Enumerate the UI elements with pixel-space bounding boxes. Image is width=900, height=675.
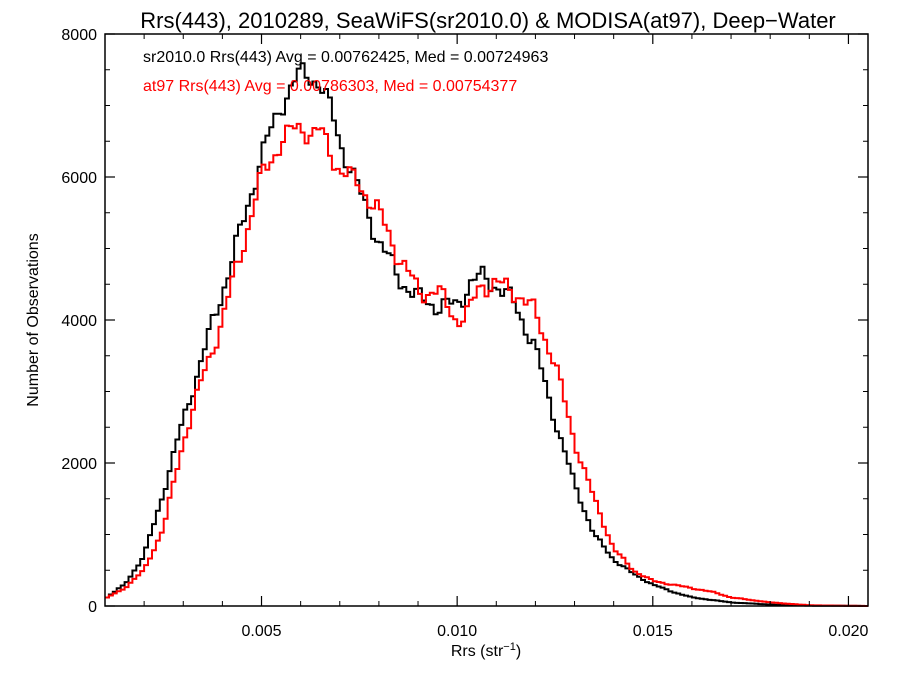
- series-annotation-sr2010: sr2010.0 Rrs(443) Avg = 0.00762425, Med …: [143, 49, 548, 66]
- y-tick-label: 8000: [61, 27, 97, 44]
- y-tick-label: 6000: [61, 170, 97, 187]
- x-tick-label: 0.005: [241, 623, 281, 640]
- series-annotation-at97: at97 Rrs(443) Avg = 0.00786303, Med = 0.…: [143, 78, 517, 95]
- x-tick-label: 0.010: [437, 623, 477, 640]
- x-axis-label-exponent: −1: [503, 641, 516, 653]
- x-axis-label-close: ): [516, 643, 521, 660]
- y-tick-label: 4000: [61, 313, 97, 330]
- series-line-at97: [105, 122, 868, 607]
- tick-layer: 0.005 0.010 0.015 0.020 0 2000 4000 6000 8000: [61, 27, 868, 640]
- y-axis-label: Number of Observations: [25, 233, 42, 406]
- x-tick-label: 0.015: [633, 623, 673, 640]
- x-axis-label-main: Rrs (str: [451, 643, 504, 660]
- y-tick-label: 0: [88, 599, 97, 616]
- x-axis-label: Rrs (str−1): [451, 641, 521, 660]
- plot-frame: [104, 33, 869, 607]
- y-tick-label: 2000: [61, 456, 97, 473]
- series-layer: [105, 62, 868, 607]
- chart-title: Rrs(443), 2010289, SeaWiFS(sr2010.0) & M…: [140, 8, 836, 33]
- x-tick-label: 0.020: [828, 623, 868, 640]
- chart-plot-area: 0.005 0.010 0.015 0.020 0 2000 4000 6000 8000: [61, 27, 869, 640]
